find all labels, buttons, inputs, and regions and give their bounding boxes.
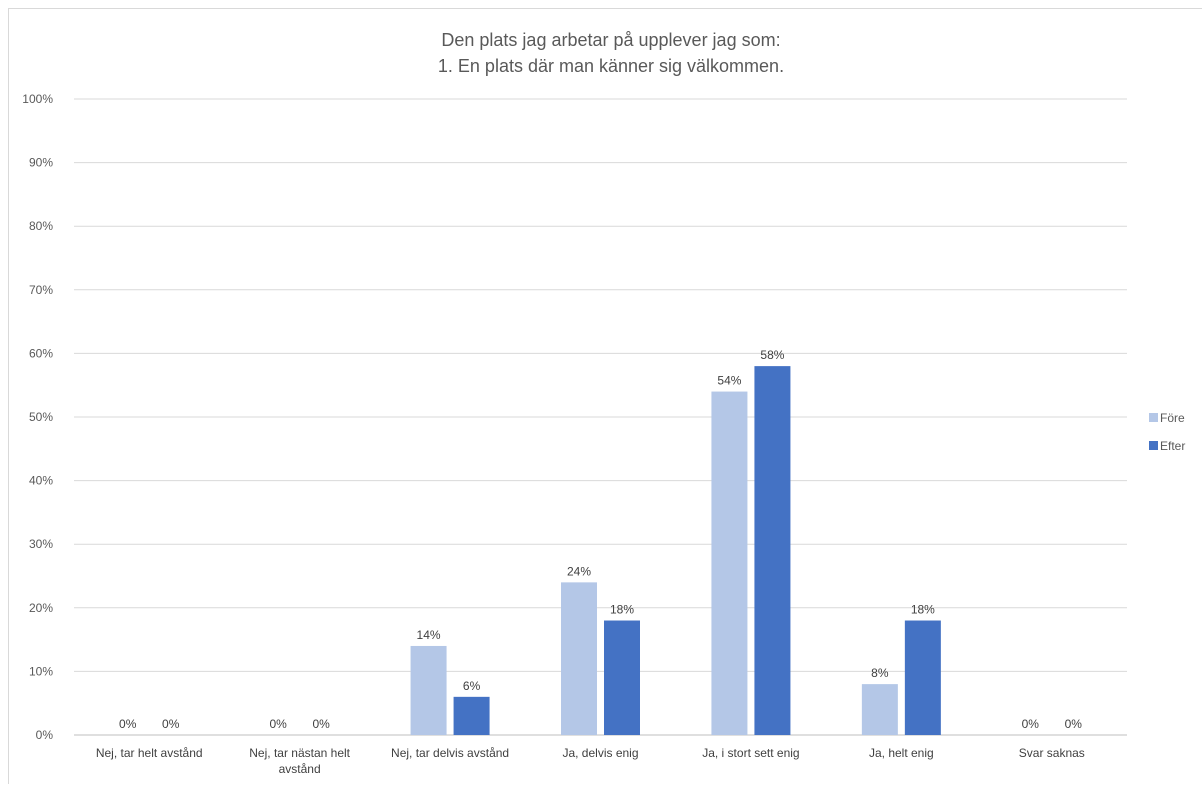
data-label: 0%: [1022, 717, 1040, 731]
data-label: 0%: [312, 717, 330, 731]
bar-fore: [711, 391, 748, 735]
data-label: 0%: [1065, 717, 1083, 731]
x-category-label: Ja, i stort sett enig: [702, 746, 799, 760]
bar-fore: [410, 645, 447, 735]
chart-frame: Den plats jag arbetar på upplever jag so…: [8, 8, 1202, 784]
y-tick-label: 100%: [22, 92, 53, 106]
x-category-label: Nej, tar helt avstånd: [96, 746, 203, 760]
y-tick-label: 10%: [29, 664, 53, 678]
legend-swatch: [1149, 441, 1158, 450]
y-tick-label: 30%: [29, 537, 53, 551]
data-label: 54%: [717, 374, 741, 388]
bar-chart: Den plats jag arbetar på upplever jag so…: [22, 30, 1185, 776]
y-tick-label: 70%: [29, 283, 53, 297]
bar-fore: [861, 684, 898, 735]
legend-label: Efter: [1160, 439, 1185, 453]
gridlines: [74, 98, 1127, 736]
x-axis-category-labels: Nej, tar helt avstånd Nej, tar nästan hel…: [96, 746, 1085, 776]
data-label: 18%: [911, 603, 935, 617]
bar-efter: [904, 620, 941, 735]
y-tick-label: 90%: [29, 156, 53, 170]
x-category-label: Ja, helt enig: [869, 746, 934, 760]
bar-fore: [561, 582, 597, 735]
data-label: 58%: [760, 348, 784, 362]
bar-efter: [754, 366, 791, 735]
bar-efter: [453, 696, 490, 735]
data-label: 14%: [417, 628, 441, 642]
y-tick-label: 50%: [29, 410, 53, 424]
x-category-label: Ja, delvis enig: [562, 746, 638, 760]
y-tick-label: 40%: [29, 474, 53, 488]
chart-title-line-1: Den plats jag arbetar på upplever jag so…: [441, 30, 780, 50]
data-label: 0%: [162, 717, 180, 731]
y-tick-label: 60%: [29, 346, 53, 360]
data-label: 24%: [567, 564, 591, 578]
legend-swatch: [1149, 413, 1158, 422]
bar-efter: [604, 620, 640, 735]
data-label: 8%: [871, 666, 889, 680]
x-category-label: Nej, tar nästan helt: [249, 746, 350, 760]
x-category-label: avstånd: [279, 762, 321, 776]
chart-title-line-2: 1. En plats där man känner sig välkommen…: [438, 56, 784, 76]
data-label: 0%: [269, 717, 287, 731]
x-category-label: Nej, tar delvis avstånd: [391, 746, 509, 760]
data-labels: 0% 0% 0% 0% 14% 6% 24% 18% 54% 58% 8% 18% 0% 0%: [119, 348, 1082, 731]
x-category-label: Svar saknas: [1019, 746, 1085, 760]
legend: Före Efter: [1149, 411, 1185, 453]
y-tick-label: 0%: [36, 728, 54, 742]
chart-title: Den plats jag arbetar på upplever jag so…: [438, 30, 784, 76]
legend-label: Före: [1160, 411, 1185, 425]
y-tick-label: 80%: [29, 219, 53, 233]
data-label: 0%: [119, 717, 137, 731]
bars: [410, 366, 941, 735]
y-tick-label: 20%: [29, 601, 53, 615]
data-label: 18%: [610, 603, 634, 617]
y-axis-tick-labels: 0% 10% 20% 30% 40% 50% 60% 70% 80% 90% 100%: [22, 92, 53, 742]
data-label: 6%: [463, 679, 481, 693]
